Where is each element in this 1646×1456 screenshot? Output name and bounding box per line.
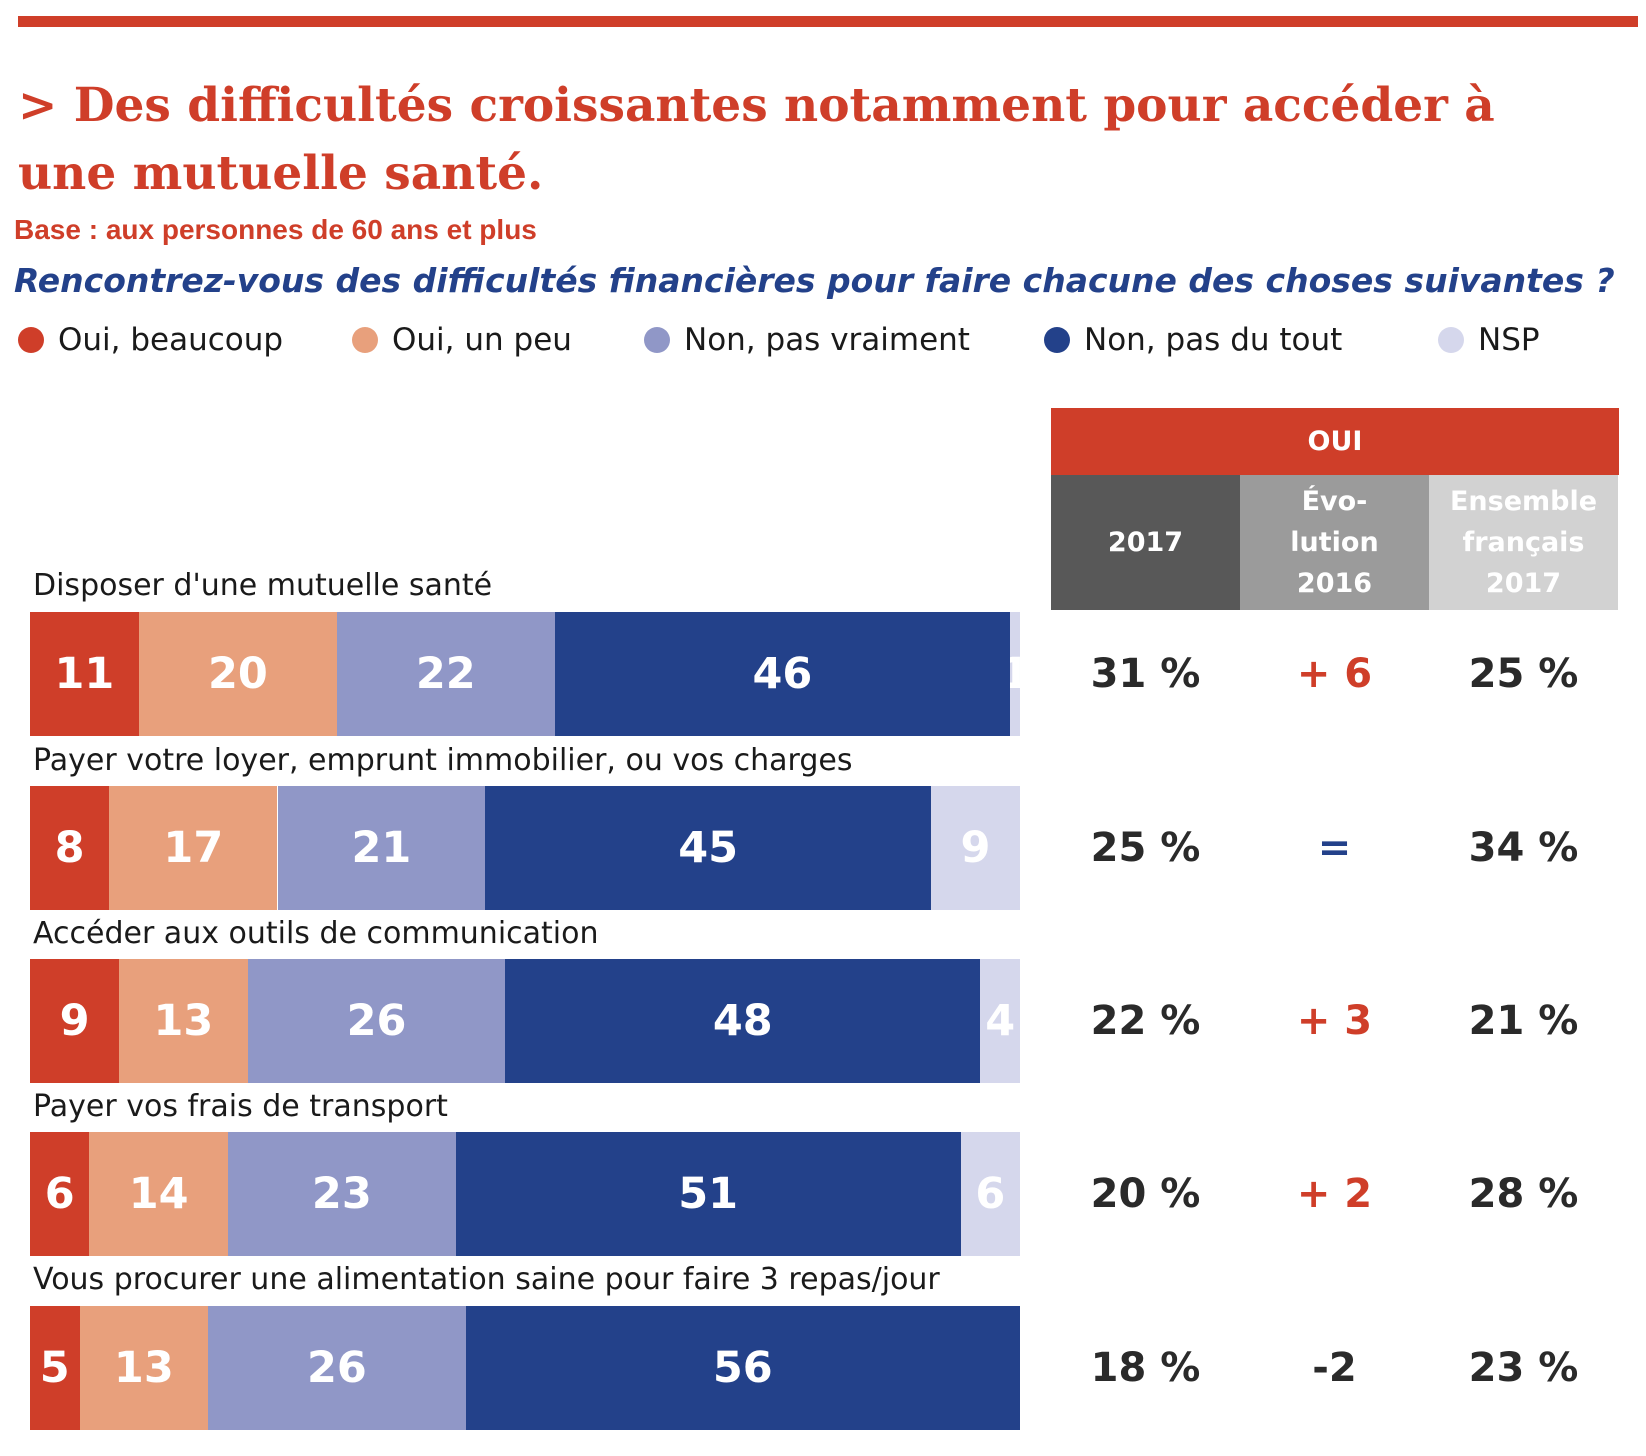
legend-label: Non, pas vraiment — [684, 322, 970, 358]
legend-item: NSP — [1438, 320, 1540, 360]
legend-label: Oui, beaucoup — [58, 322, 284, 358]
legend-label: Oui, un peu — [392, 322, 572, 358]
value-oui-2017: 31 % — [1090, 651, 1201, 697]
bar-segment: 13 — [119, 959, 248, 1083]
value-evolution-2016: -2 — [1312, 1345, 1357, 1391]
bar-segment: 23 — [228, 1132, 456, 1256]
bar-segment: 51 — [455, 1132, 961, 1256]
chart-subtitle: Base : aux personnes de 60 ans et plus — [14, 214, 537, 245]
col-header-2017: 2017 — [1051, 475, 1240, 610]
value-oui-2017: 18 % — [1090, 1345, 1201, 1391]
legend-swatch — [1438, 327, 1464, 353]
value-evolution-2016: = — [1317, 825, 1352, 871]
bar-segment: 13 — [79, 1306, 209, 1430]
bar-segment: 6 — [960, 1132, 1020, 1256]
value-ensemble-2017: 25 % — [1468, 651, 1579, 697]
bar-segment: 6 — [30, 1132, 90, 1256]
bar-segment: 48 — [505, 959, 981, 1083]
value-ensemble-2017: 23 % — [1468, 1345, 1579, 1391]
legend-item: Oui, beaucoup — [18, 320, 283, 360]
bar-segment: 26 — [247, 959, 506, 1083]
legend-label: NSP — [1478, 322, 1540, 358]
value-ensemble-2017: 28 % — [1468, 1171, 1579, 1217]
bar-segment: 22 — [336, 612, 555, 736]
value-oui-2017: 20 % — [1090, 1171, 1201, 1217]
legend-swatch — [18, 327, 44, 353]
legend-label: Non, pas du tout — [1084, 322, 1343, 358]
chart-title: > Des difficultés croissantes notamment … — [18, 78, 1495, 201]
bar-segment: 17 — [109, 786, 278, 910]
legend-item: Oui, un peu — [352, 320, 572, 360]
legend-item: Non, pas du tout — [1044, 320, 1342, 360]
bar-segment: 9 — [930, 786, 1020, 910]
category-label: Accéder aux outils de communication — [33, 916, 599, 951]
bar-segment: 46 — [554, 612, 1011, 736]
value-ensemble-2017: 34 % — [1468, 825, 1579, 871]
bar-segment: 45 — [485, 786, 931, 910]
bar-row: 5 13 26 56 — [30, 1306, 1020, 1430]
legend-swatch — [1044, 327, 1070, 353]
bar-segment: 26 — [208, 1306, 466, 1430]
value-ensemble-2017: 21 % — [1468, 998, 1579, 1044]
col-header-evolution: Évo- lution 2016 — [1240, 475, 1429, 610]
bar-segment: 4 — [980, 959, 1020, 1083]
bar-segment: 9 — [30, 959, 120, 1083]
oui-group-header: OUI — [1051, 408, 1619, 475]
bar-segment: 20 — [138, 612, 337, 736]
bar-row: 112022461 — [30, 612, 1020, 736]
bar-row: 8 17 21 45 9 — [30, 786, 1020, 910]
survey-question: Rencontrez-vous des difficultés financiè… — [14, 261, 1615, 300]
bar-segment: 5 — [30, 1306, 80, 1430]
bar-segment: 21 — [277, 786, 486, 910]
legend-item: Non, pas vraiment — [644, 320, 970, 360]
value-evolution-2016: + 2 — [1296, 1171, 1373, 1217]
legend-swatch — [644, 327, 670, 353]
value-evolution-2016: + 3 — [1296, 998, 1373, 1044]
top-rule — [18, 16, 1638, 27]
bar-row: 9 13 26 48 4 — [30, 959, 1020, 1083]
bar-row: 6 14 23 51 6 — [30, 1132, 1020, 1256]
category-label: Payer vos frais de transport — [33, 1089, 448, 1124]
bar-segment: 14 — [89, 1132, 228, 1256]
value-evolution-2016: + 6 — [1296, 651, 1373, 697]
bar-segment: 56 — [465, 1306, 1020, 1430]
legend-swatch — [352, 327, 378, 353]
category-label: Payer votre loyer, emprunt immobilier, o… — [33, 743, 853, 778]
value-oui-2017: 25 % — [1090, 825, 1201, 871]
col-header-ensemble: Ensemble français 2017 — [1429, 475, 1618, 610]
category-label: Disposer d'une mutuelle santé — [33, 568, 493, 603]
category-label: Vous procurer une alimentation saine pou… — [33, 1262, 940, 1297]
bar-segment: 1 — [1010, 612, 1020, 736]
bar-segment: 11 — [30, 612, 139, 736]
value-oui-2017: 22 % — [1090, 998, 1201, 1044]
bar-segment: 8 — [30, 786, 110, 910]
